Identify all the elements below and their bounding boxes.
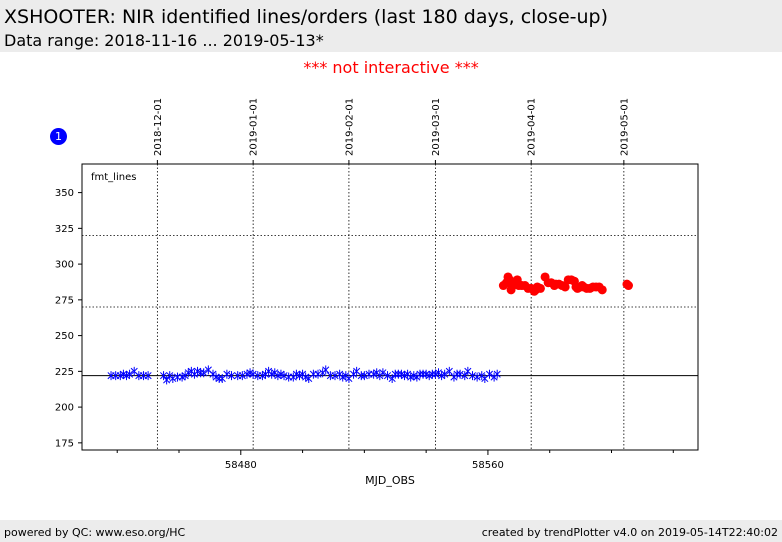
legend-label: fmt_lines: [91, 172, 136, 183]
date-tick-label: 2019-01-01: [249, 98, 260, 156]
data-point-star: [249, 369, 257, 379]
plot-frame: [81, 163, 699, 451]
data-point-star: [227, 371, 236, 381]
y-tick-label: 225: [55, 367, 74, 378]
data-point-star: [493, 369, 501, 379]
footer-powered-by: powered by QC: www.eso.org/HC: [4, 526, 186, 539]
data-point-star: [383, 371, 392, 381]
data-point-star: [360, 371, 368, 381]
data-point-star: [473, 372, 481, 382]
not-interactive-notice: *** not interactive ***: [303, 58, 479, 77]
page-title: XSHOOTER: NIR identified lines/orders (l…: [4, 6, 609, 28]
data-point-star: [309, 369, 317, 379]
y-tick-label: 175: [55, 438, 74, 449]
reference-lines: [82, 235, 698, 377]
data-point-star: [223, 369, 231, 379]
axes: 2018-12-01 2019-01-01 2019-02-01 2019-03-01…: [55, 98, 674, 471]
data-point-star: [468, 371, 477, 381]
data-point-star: [322, 365, 330, 375]
y-tick-label: 250: [55, 331, 74, 342]
footer-bar: powered by QC: www.eso.org/HC created by…: [0, 520, 782, 542]
data-point-circle: [560, 282, 570, 292]
data-point-star: [280, 371, 288, 381]
data-point-circle: [597, 285, 607, 295]
y-tick-label: 325: [55, 224, 74, 235]
x-tick-label: 58480: [225, 460, 257, 471]
data-point-circle: [623, 281, 633, 291]
date-tick-label: 2019-04-01: [527, 98, 538, 156]
data-point-star: [485, 369, 494, 379]
data-point-star: [160, 371, 168, 381]
grid-layer: [156, 164, 625, 450]
y-tick-label: 300: [55, 260, 74, 271]
data-point-star: [331, 371, 339, 381]
y-tick-label: 275: [55, 295, 74, 306]
data-point-star: [461, 371, 469, 381]
date-tick-label: 2018-12-01: [153, 98, 164, 156]
data-point-star: [441, 369, 449, 379]
y-tick-label: 350: [55, 188, 74, 199]
date-tick-label: 2019-02-01: [344, 98, 355, 156]
data-point-star: [200, 368, 208, 378]
data-point-star: [163, 375, 171, 385]
data-point-star: [388, 374, 396, 383]
data-point-star: [379, 368, 387, 378]
data-point-star: [456, 369, 464, 379]
x-axis-label: MJD_OBS: [365, 474, 415, 487]
date-tick-label: 2019-03-01: [431, 98, 442, 156]
header-bar: XSHOOTER: NIR identified lines/orders (l…: [0, 0, 782, 52]
data-point-star: [445, 366, 453, 376]
data-point-star: [314, 369, 322, 379]
plot-number-badge: 1: [50, 128, 67, 145]
data-point-star: [126, 369, 134, 379]
footer-created-by: created by trendPlotter v4.0 on 2019-05-…: [481, 526, 778, 539]
data-range-subtitle: Data range: 2018-11-16 ... 2019-05-13*: [4, 31, 324, 50]
date-tick-label: 2019-05-01: [619, 98, 630, 156]
data-point-circle: [535, 283, 545, 293]
x-tick-label: 58560: [472, 460, 504, 471]
data-point-star: [144, 371, 152, 381]
data-point-star: [169, 374, 177, 383]
data-point-star: [238, 371, 246, 381]
y-tick-label: 200: [55, 403, 74, 414]
data-points: [107, 272, 633, 385]
